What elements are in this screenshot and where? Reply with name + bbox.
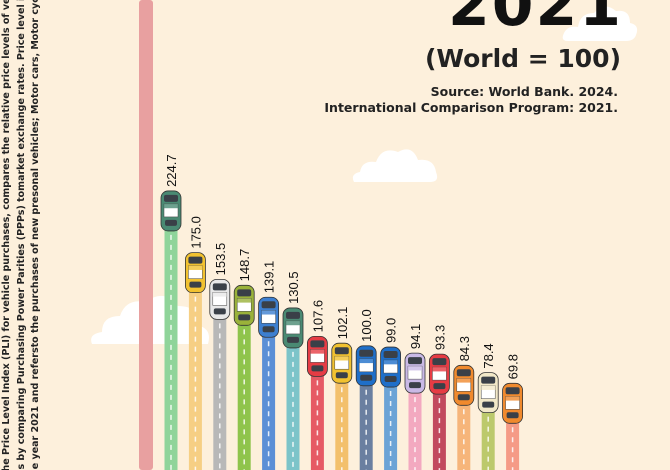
car-rear-window — [384, 376, 397, 383]
bar-road — [384, 367, 398, 470]
value-label: 94.1 — [408, 324, 423, 349]
car-rear-window — [506, 412, 519, 419]
car-windshield — [334, 347, 349, 355]
car-windshield — [310, 340, 325, 348]
bar-15: 69.8 — [502, 354, 524, 470]
value-label: 100.0 — [359, 309, 374, 342]
page-title: 2021 — [448, 0, 623, 40]
car-windshield — [456, 369, 471, 377]
car-windshield — [408, 357, 422, 365]
flag-stripe — [237, 298, 252, 303]
flag-stripe — [456, 378, 471, 383]
car-rear-window — [482, 401, 495, 408]
bar-6: 130.5 — [282, 271, 304, 470]
car-rear-window — [409, 382, 421, 389]
car-rear-window — [189, 281, 202, 288]
value-label: 139.1 — [262, 261, 277, 294]
flag-stripe — [334, 356, 349, 361]
car-rear-window — [262, 326, 275, 333]
chart-subtitle: (World = 100) — [424, 44, 621, 73]
bar-11: 94.1 — [404, 324, 426, 470]
road-offscale — [139, 0, 153, 470]
car-rear-window — [335, 372, 348, 379]
bar-1: 224.7 — [160, 154, 182, 470]
value-label: 78.4 — [481, 343, 496, 368]
car-windshield — [261, 301, 276, 309]
bar-road — [237, 305, 251, 470]
car-windshield — [212, 283, 227, 291]
source-line-1: Source: World Bank. 2024. — [430, 84, 618, 99]
car-rear-window — [213, 308, 226, 315]
value-label: 102.1 — [335, 307, 350, 340]
bar-7: 107.6 — [306, 300, 328, 470]
car-rear-window — [433, 383, 446, 390]
cloud-top-right — [562, 6, 638, 42]
value-label: 84.3 — [457, 336, 472, 361]
car-windshield — [188, 256, 203, 264]
bar-14: 78.4 — [477, 343, 499, 470]
car-rear-window — [360, 374, 373, 381]
car-windshield — [164, 194, 178, 202]
bar-road — [457, 385, 471, 470]
bar-4: 148.7 — [233, 249, 255, 470]
bar-8: 102.1 — [331, 307, 353, 470]
value-label: 175.0 — [188, 216, 203, 249]
car-rear-window — [287, 336, 299, 343]
car-rear-window — [238, 314, 251, 321]
value-label: 130.5 — [286, 271, 301, 304]
car-rear-window — [311, 365, 324, 372]
bar-12: 93.3 — [428, 325, 450, 470]
source-note: Source: World Bank. 2024. International … — [324, 84, 618, 116]
value-label: 93.3 — [432, 325, 447, 350]
source-line-2: International Comparison Program: 2021. — [324, 100, 618, 115]
flag-stripe — [383, 360, 398, 365]
car-windshield — [286, 311, 300, 319]
flag-stripe — [164, 203, 178, 209]
car-windshield — [359, 349, 374, 357]
bar-9: 100.0 — [355, 309, 377, 470]
bar-13: 84.3 — [453, 336, 475, 470]
bar-3: 153.5 — [209, 243, 231, 470]
value-label: 224.7 — [164, 154, 179, 187]
value-label: 153.5 — [213, 243, 228, 276]
car-windshield — [481, 376, 496, 384]
bar-2: 175.0 — [184, 216, 206, 470]
flag-stripe — [432, 367, 447, 372]
flag-stripe — [286, 320, 300, 326]
bar-5: 139.1 — [258, 261, 280, 470]
bar-road — [335, 363, 349, 470]
flag-stripe — [310, 349, 325, 354]
cloud-middle — [352, 149, 438, 182]
flag-stripe — [408, 366, 422, 371]
bar-road — [286, 327, 300, 470]
bar-road — [359, 365, 373, 470]
bar-10: 99.0 — [380, 318, 402, 470]
car-rear-window — [165, 219, 177, 226]
flag-stripe — [212, 292, 227, 297]
flag-stripe — [188, 265, 203, 270]
value-label: 69.8 — [506, 354, 521, 379]
value-label: 107.6 — [310, 300, 325, 333]
flag-stripe — [359, 358, 374, 364]
value-label: 148.7 — [237, 249, 252, 282]
value-label: 99.0 — [384, 318, 399, 343]
car-windshield — [505, 387, 520, 395]
flag-stripe — [481, 385, 496, 390]
bar-road — [164, 210, 178, 470]
car-windshield — [383, 351, 398, 359]
flag-stripe — [261, 310, 276, 315]
car-rear-window — [457, 394, 470, 401]
car-windshield — [237, 289, 252, 297]
car-windshield — [432, 358, 447, 366]
flag-stripe — [505, 396, 520, 401]
